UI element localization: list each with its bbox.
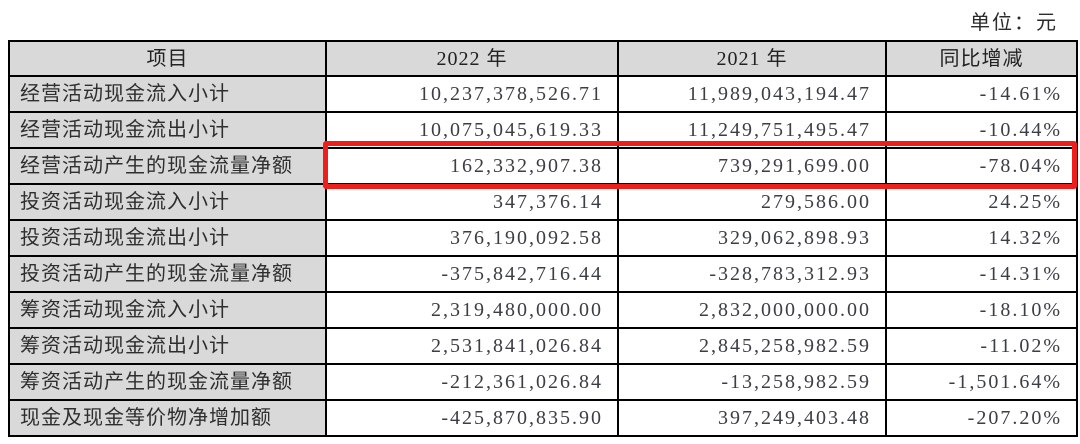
column-header-2021: 2021 年 <box>617 40 887 77</box>
table-row: 筹资活动现金流入小计 2,319,480,000.00 2,832,000,000.… <box>8 291 1078 329</box>
row-value-2022: 162,332,907.38 <box>325 147 619 185</box>
row-yoy-value: -18.10% <box>885 291 1078 329</box>
row-item-label: 经营活动产生的现金流量净额 <box>8 147 327 185</box>
row-value-2022: -375,842,716.44 <box>325 255 619 293</box>
row-value-2021: 11,989,043,194.47 <box>617 75 887 113</box>
row-value-2022: -425,870,835.90 <box>325 399 619 437</box>
row-item-label: 筹资活动现金流入小计 <box>8 291 327 329</box>
row-value-2022: -212,361,026.84 <box>325 363 619 401</box>
row-value-2021: 2,845,258,982.59 <box>617 327 887 365</box>
header-row: 项目 2022 年 2021 年 同比增减 <box>8 40 1078 77</box>
column-header-yoy: 同比增减 <box>885 40 1078 77</box>
row-value-2021: 2,832,000,000.00 <box>617 291 887 329</box>
row-yoy-value: 14.32% <box>885 219 1078 257</box>
table-row: 投资活动产生的现金流量净额 -375,842,716.44 -328,783,312… <box>8 255 1078 293</box>
row-value-2022: 10,237,378,526.71 <box>325 75 619 113</box>
row-value-2021: 329,062,898.93 <box>617 219 887 257</box>
table-row: 经营活动现金流出小计 10,075,045,619.33 11,249,751,49… <box>8 111 1078 149</box>
unit-label: 单位：元 <box>970 12 1058 34</box>
row-value-2021: -13,258,982.59 <box>617 363 887 401</box>
row-value-2022: 2,531,841,026.84 <box>325 327 619 365</box>
row-value-2022: 376,190,092.58 <box>325 219 619 257</box>
row-value-2021: 397,249,403.48 <box>617 399 887 437</box>
column-header-item: 项目 <box>8 40 327 77</box>
table-row: 投资活动现金流入小计 347,376.14 279,586.00 24.25% <box>8 183 1078 221</box>
row-item-label: 经营活动现金流出小计 <box>8 111 327 149</box>
cash-flow-table: 项目 2022 年 2021 年 同比增减 经营活动现金流入小计 10,237,3… <box>8 40 1078 437</box>
table-row: 经营活动现金流入小计 10,237,378,526.71 11,989,043,19… <box>8 75 1078 113</box>
table-header: 项目 2022 年 2021 年 同比增减 <box>8 40 1078 77</box>
row-item-label: 投资活动产生的现金流量净额 <box>8 255 327 293</box>
row-item-label: 现金及现金等价物净增加额 <box>8 399 327 437</box>
row-item-label: 筹资活动产生的现金流量净额 <box>8 363 327 401</box>
table-row: 筹资活动现金流出小计 2,531,841,026.84 2,845,258,982.… <box>8 327 1078 365</box>
row-yoy-value: -1,501.64% <box>885 363 1078 401</box>
row-yoy-value: -207.20% <box>885 399 1078 437</box>
row-item-label: 经营活动现金流入小计 <box>8 75 327 113</box>
row-value-2021: -328,783,312.93 <box>617 255 887 293</box>
table-row: 现金及现金等价物净增加额 -425,870,835.90 397,249,403.4… <box>8 399 1078 437</box>
row-value-2021: 11,249,751,495.47 <box>617 111 887 149</box>
row-yoy-value: -14.31% <box>885 255 1078 293</box>
row-yoy-value: -10.44% <box>885 111 1078 149</box>
row-yoy-value: 24.25% <box>885 183 1078 221</box>
row-item-label: 筹资活动现金流出小计 <box>8 327 327 365</box>
row-yoy-value: -78.04% <box>885 147 1078 185</box>
row-value-2021: 739,291,699.00 <box>617 147 887 185</box>
table-row: 筹资活动产生的现金流量净额 -212,361,026.84 -13,258,982.… <box>8 363 1078 401</box>
table-body: 经营活动现金流入小计 10,237,378,526.71 11,989,043,19… <box>8 75 1078 437</box>
row-value-2022: 347,376.14 <box>325 183 619 221</box>
column-header-2022: 2022 年 <box>325 40 619 77</box>
table-row: 经营活动产生的现金流量净额 162,332,907.38 739,291,699.0… <box>8 147 1078 185</box>
row-value-2022: 10,075,045,619.33 <box>325 111 619 149</box>
table-row: 投资活动现金流出小计 376,190,092.58 329,062,898.93 14… <box>8 219 1078 257</box>
row-item-label: 投资活动现金流出小计 <box>8 219 327 257</box>
row-value-2022: 2,319,480,000.00 <box>325 291 619 329</box>
row-yoy-value: -11.02% <box>885 327 1078 365</box>
row-yoy-value: -14.61% <box>885 75 1078 113</box>
row-item-label: 投资活动现金流入小计 <box>8 183 327 221</box>
row-value-2021: 279,586.00 <box>617 183 887 221</box>
